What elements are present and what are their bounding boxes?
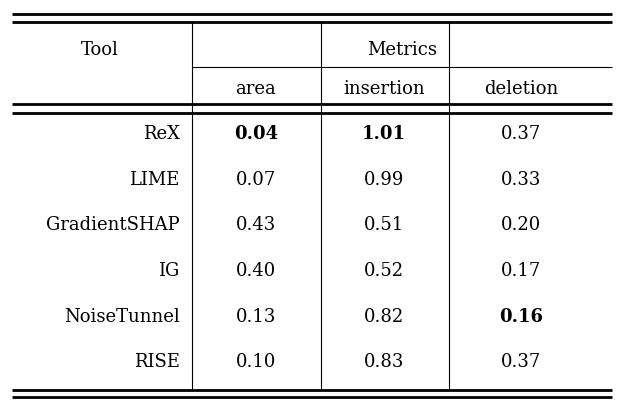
Text: 0.37: 0.37 [501, 125, 541, 143]
Text: 0.20: 0.20 [501, 216, 541, 234]
Text: insertion: insertion [343, 80, 424, 98]
Text: 0.43: 0.43 [236, 216, 276, 234]
Text: 0.40: 0.40 [236, 262, 276, 280]
Text: GradientSHAP: GradientSHAP [46, 216, 180, 234]
Text: 1.01: 1.01 [362, 125, 406, 143]
Text: 0.16: 0.16 [499, 308, 543, 326]
Text: LIME: LIME [129, 171, 180, 188]
Text: 0.07: 0.07 [236, 171, 276, 188]
Text: 0.99: 0.99 [364, 171, 404, 188]
Text: 0.04: 0.04 [234, 125, 278, 143]
Text: 0.83: 0.83 [364, 353, 404, 371]
Text: IG: IG [158, 262, 180, 280]
Text: 0.52: 0.52 [364, 262, 404, 280]
Text: area: area [235, 80, 276, 98]
Text: deletion: deletion [484, 80, 558, 98]
Text: 0.37: 0.37 [501, 353, 541, 371]
Text: RISE: RISE [134, 353, 180, 371]
Text: 0.13: 0.13 [236, 308, 276, 326]
Text: NoiseTunnel: NoiseTunnel [64, 308, 180, 326]
Text: 0.82: 0.82 [364, 308, 404, 326]
Text: 0.10: 0.10 [236, 353, 276, 371]
Text: ReX: ReX [143, 125, 180, 143]
Text: 0.51: 0.51 [364, 216, 404, 234]
Text: Tool: Tool [81, 41, 119, 59]
Text: 0.33: 0.33 [501, 171, 541, 188]
Text: 0.17: 0.17 [501, 262, 541, 280]
Text: Metrics: Metrics [367, 41, 437, 59]
